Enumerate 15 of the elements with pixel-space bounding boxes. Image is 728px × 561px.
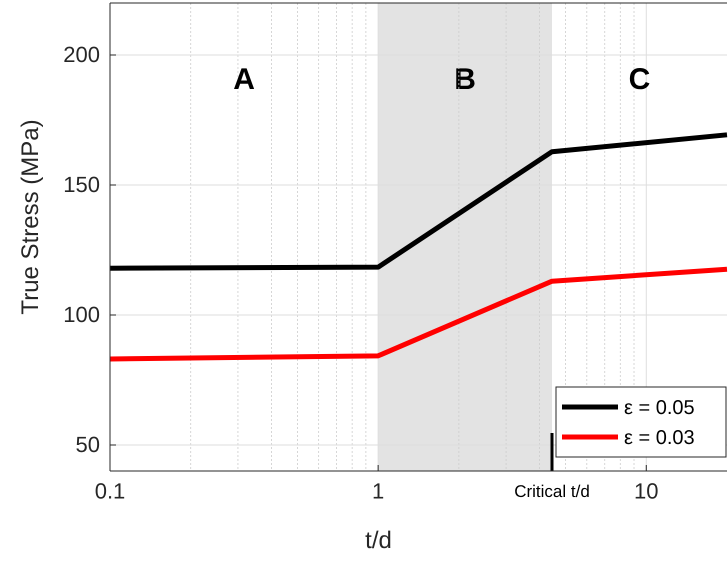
x-axis-title: t/d	[365, 527, 392, 554]
x-tick-label: 0.1	[94, 478, 126, 504]
y-axis-title: True Stress (MPa)	[17, 119, 44, 315]
legend-label: ε = 0.05	[624, 397, 695, 419]
x-tick-label: 1	[372, 478, 384, 504]
ref-line-label: Critical t/d	[514, 482, 590, 501]
y-tick-label: 100	[63, 302, 100, 328]
band-label: B	[454, 62, 476, 96]
legend-label: ε = 0.03	[624, 427, 695, 449]
annotation: A	[233, 62, 255, 96]
annotation: C	[628, 62, 650, 96]
y-tick-label: 200	[63, 42, 100, 68]
y-tick-label: 50	[76, 432, 100, 458]
x-tick-label: 10	[634, 478, 659, 504]
y-tick-label: 150	[63, 172, 100, 198]
